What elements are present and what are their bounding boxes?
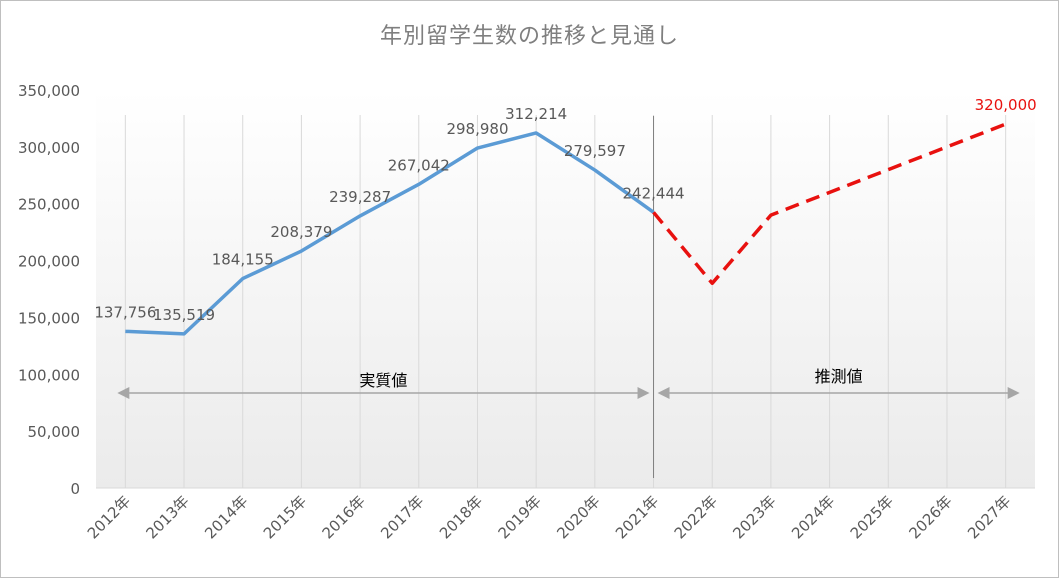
actual-series-line bbox=[125, 131, 655, 336]
x-tick-label: 2013年 bbox=[143, 492, 193, 542]
y-tick-label: 250,000 bbox=[18, 196, 80, 214]
x-tick-label: 2025年 bbox=[847, 492, 897, 542]
data-label: 135,519 bbox=[153, 306, 215, 324]
x-tick-label: 2022年 bbox=[671, 492, 721, 542]
data-label: 184,155 bbox=[212, 251, 274, 269]
x-tick-label: 2019年 bbox=[495, 492, 545, 542]
data-label: 242,444 bbox=[623, 184, 685, 202]
data-label: 279,597 bbox=[564, 142, 626, 160]
arrow-head-right bbox=[637, 387, 650, 399]
data-label: 320,000 bbox=[975, 96, 1037, 114]
data-label: 312,214 bbox=[505, 105, 567, 123]
plot-area bbox=[96, 90, 1035, 488]
x-tick-label: 2014年 bbox=[201, 492, 251, 542]
x-tick-label: 2018年 bbox=[436, 492, 486, 542]
range-annotation-label: 推測値 bbox=[815, 367, 863, 386]
x-tick-label: 2021年 bbox=[612, 492, 662, 542]
data-label: 267,042 bbox=[388, 156, 450, 174]
x-tick-label: 2020年 bbox=[553, 492, 603, 542]
x-tick-label: 2023年 bbox=[729, 492, 779, 542]
x-tick-label: 2026年 bbox=[905, 492, 955, 542]
data-label: 239,287 bbox=[329, 188, 391, 206]
x-tick-label: 2015年 bbox=[260, 492, 310, 542]
x-tick-label: 2012年 bbox=[84, 492, 134, 542]
arrow-head-right bbox=[1007, 387, 1020, 399]
y-tick-label: 100,000 bbox=[18, 366, 80, 384]
x-tick-label: 2027年 bbox=[964, 492, 1014, 542]
y-tick-label: 0 bbox=[70, 480, 80, 498]
y-tick-label: 300,000 bbox=[18, 139, 80, 157]
arrow-head-left bbox=[657, 387, 670, 399]
y-tick-label: 50,000 bbox=[28, 423, 81, 441]
arrow-head-left bbox=[117, 387, 130, 399]
y-tick-label: 150,000 bbox=[18, 309, 80, 327]
x-tick-label: 2017年 bbox=[377, 492, 427, 542]
data-label: 208,379 bbox=[270, 223, 332, 241]
range-annotation-label: 実質値 bbox=[359, 371, 407, 390]
y-tick-label: 200,000 bbox=[18, 253, 80, 271]
chart-title: 年別留学生数の推移と見通し bbox=[379, 24, 679, 49]
forecast-series-line bbox=[652, 122, 1007, 286]
y-tick-label: 350,000 bbox=[18, 82, 80, 100]
data-label: 137,756 bbox=[94, 303, 156, 321]
x-tick-label: 2016年 bbox=[319, 492, 369, 542]
x-tick-label: 2024年 bbox=[788, 492, 838, 542]
data-label: 298,980 bbox=[446, 120, 508, 138]
